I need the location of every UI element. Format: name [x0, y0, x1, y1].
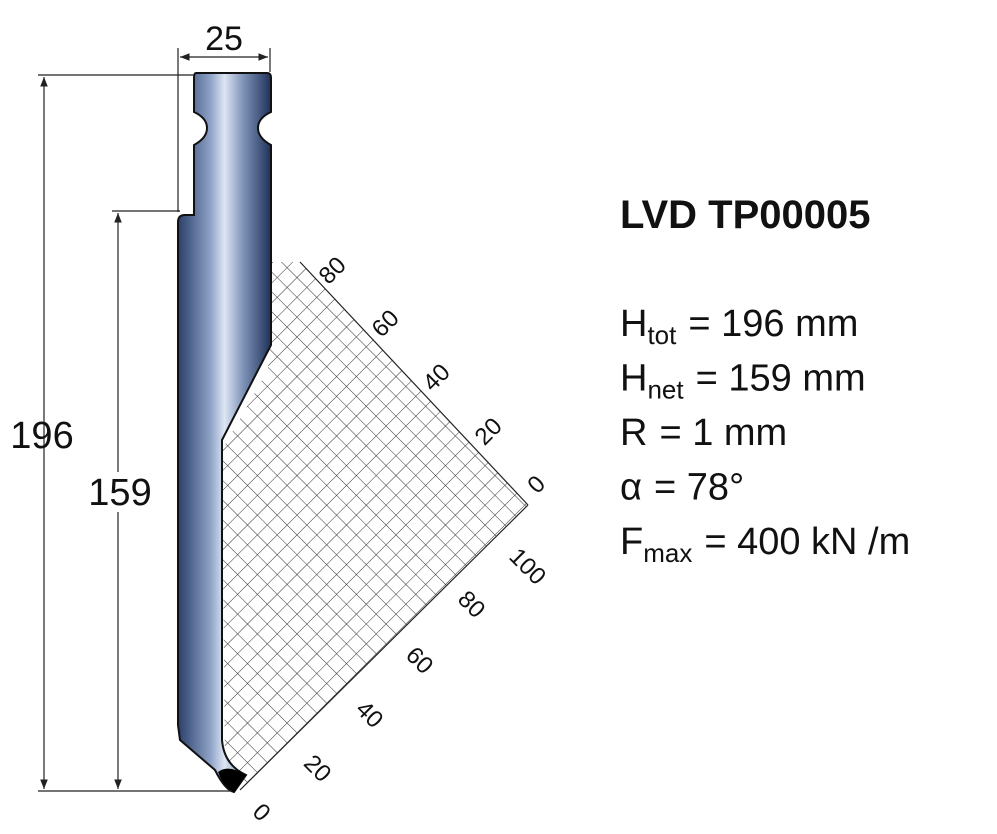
title: LVD TP00005 — [620, 193, 871, 237]
spec-subscript: max — [643, 538, 692, 568]
tool-range-grid — [222, 262, 528, 790]
scale-label: 40 — [418, 359, 456, 397]
net-height-label: 159 — [88, 472, 151, 514]
scale-label: 20 — [470, 413, 508, 451]
spec-line: Fmax = 400 kN /m — [620, 521, 910, 568]
spec-line: Hnet = 159 mm — [620, 358, 866, 405]
spec-value: = 196 mm — [688, 303, 858, 345]
scale-label: 60 — [367, 305, 405, 343]
spec-value: = 159 mm — [696, 358, 866, 400]
punch-profile — [177, 72, 272, 794]
spec-symbol: R — [620, 412, 647, 454]
spec-line: Htot = 196 mm — [620, 303, 858, 350]
label-bg — [82, 472, 160, 512]
spec-symbol: H — [620, 358, 647, 400]
scale-label: 100 — [504, 543, 551, 590]
scale-label: 20 — [298, 750, 336, 788]
spec-value: = 1 mm — [659, 412, 787, 454]
spec-subscript: net — [647, 375, 684, 405]
spec-line: α = 78° — [620, 467, 744, 509]
spec-value: = 400 kN /m — [704, 521, 910, 563]
spec-symbol: H — [620, 303, 647, 345]
spec-line: R = 1 mm — [620, 412, 787, 454]
specs: Htot = 196 mm Hnet = 159 mm R = 1 mm α = 78° Fma… — [620, 303, 910, 568]
spec-symbol: F — [620, 521, 643, 563]
width-label: 25 — [205, 20, 243, 58]
scale-label: 60 — [400, 642, 438, 680]
scale-label: 40 — [350, 696, 388, 734]
total-height-label: 196 — [10, 415, 73, 457]
scale-label: 0 — [247, 798, 276, 827]
spec-value: = 78° — [654, 467, 744, 509]
grid-edge — [239, 504, 529, 791]
spec-symbol: α — [620, 467, 642, 509]
scale-label: 80 — [452, 586, 490, 624]
scale-label: 0 — [522, 470, 551, 499]
punch-tip — [218, 768, 246, 792]
spec-subscript: tot — [647, 320, 677, 350]
grid-edge — [299, 261, 529, 506]
